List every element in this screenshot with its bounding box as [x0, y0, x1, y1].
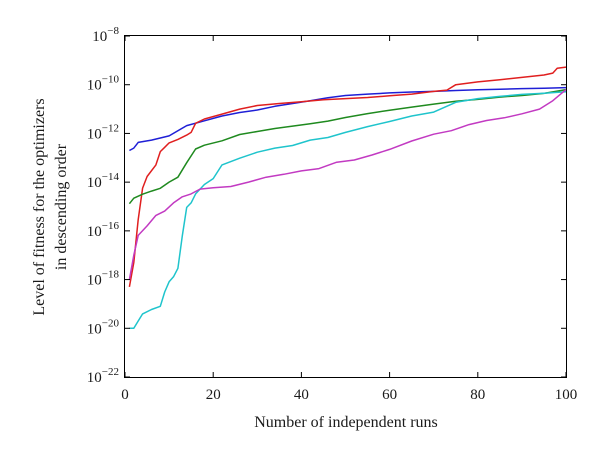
y-tick-label: 10−12 [87, 122, 119, 142]
y-axis-label: Level of fitness for the optimizers in d… [31, 98, 70, 315]
y-tick-label: 10−8 [92, 25, 119, 45]
series-5-line [128, 89, 567, 280]
x-tick-label: 100 [555, 387, 578, 403]
series-layer [128, 66, 567, 330]
tick-labels: 0 20 40 60 80 100 10−8 10−10 10−12 10−14 10−16 10−1… [87, 25, 577, 403]
x-tick-label: 40 [294, 387, 309, 403]
ticks-layer [124, 35, 567, 378]
y-tick-label: 10−14 [87, 171, 120, 191]
x-tick-label: 60 [382, 387, 397, 403]
series-3-line [128, 88, 567, 205]
x-tick-label: 80 [470, 387, 485, 403]
y-axis-label-line-1: Level of fitness for the optimizers [31, 98, 48, 315]
y-tick-label: 10−18 [87, 269, 120, 289]
x-tick-label: 20 [206, 387, 221, 403]
x-tick-label: 0 [121, 387, 129, 403]
series-4-line [129, 91, 567, 330]
y-tick-label: 10−10 [87, 74, 120, 94]
series-2-line [128, 66, 567, 288]
plot-frame [124, 35, 567, 378]
x-axis-label: Number of independent runs [254, 414, 438, 431]
y-axis-label-line-2: in descending order [53, 143, 70, 270]
y-tick-label: 10−16 [87, 220, 120, 240]
y-tick-label: 10−22 [87, 366, 119, 386]
y-tick-label: 10−20 [87, 317, 120, 337]
